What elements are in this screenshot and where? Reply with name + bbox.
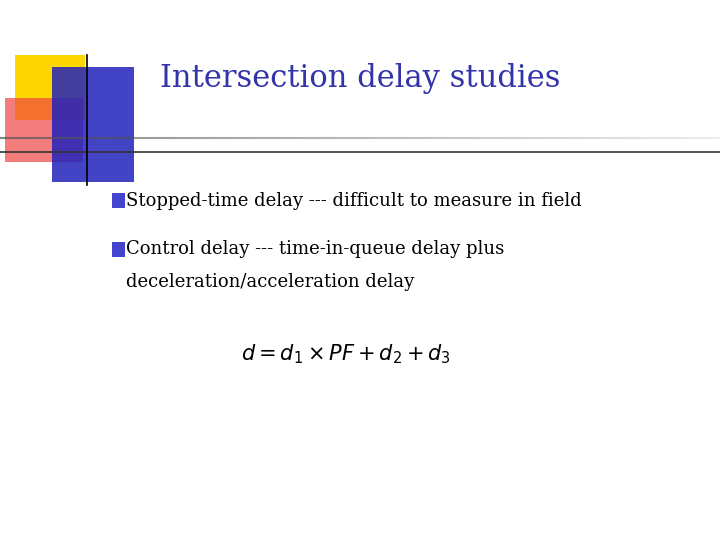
FancyBboxPatch shape <box>112 193 125 208</box>
Text: Control delay --- time-in-queue delay plus: Control delay --- time-in-queue delay pl… <box>126 240 504 259</box>
Text: Intersection delay studies: Intersection delay studies <box>160 63 560 94</box>
FancyBboxPatch shape <box>52 67 134 182</box>
FancyBboxPatch shape <box>5 98 83 162</box>
FancyBboxPatch shape <box>15 55 85 120</box>
Text: Stopped-time delay --- difficult to measure in field: Stopped-time delay --- difficult to meas… <box>126 192 582 210</box>
FancyBboxPatch shape <box>112 242 125 257</box>
Text: $d = d_1 \times PF + d_2 + d_3$: $d = d_1 \times PF + d_2 + d_3$ <box>240 342 451 366</box>
Text: deceleration/acceleration delay: deceleration/acceleration delay <box>126 273 414 291</box>
